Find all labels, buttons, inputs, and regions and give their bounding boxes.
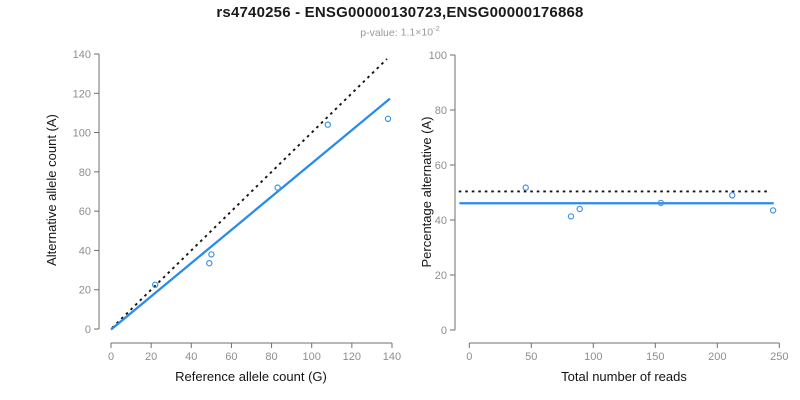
y-tick-label: 80 [79, 167, 91, 179]
pvalue-base: 1.1×10 [400, 26, 434, 39]
x-axis-title: Reference allele count (G) [175, 369, 327, 384]
x-tick-label: 40 [185, 351, 197, 363]
y-axis-title: Percentage alternative (A) [419, 116, 434, 267]
x-tick-label: 100 [303, 351, 321, 363]
x-tick-label: 50 [525, 351, 537, 363]
right-scatter-plot: 0 50 100 150 200 250 0 20 40 60 80 100 Total number … [419, 50, 788, 384]
data-point [208, 251, 215, 258]
figure-title: rs4740256 - ENSG00000130723,ENSG00000176… [216, 4, 584, 21]
pvalue-label: p-value: [360, 26, 398, 39]
y-tick-label: 40 [79, 245, 91, 257]
data-point [729, 192, 736, 199]
data-point [384, 115, 392, 123]
identity-line [111, 58, 388, 329]
data-point [151, 281, 159, 288]
y-tick-label: 80 [435, 105, 447, 117]
y-tick-label: 0 [85, 324, 91, 336]
x-tick-label: 150 [646, 351, 664, 363]
data-point [274, 184, 281, 191]
x-tick-label: 80 [265, 351, 277, 363]
x-tick-label: 200 [708, 351, 726, 363]
data-point [769, 207, 777, 214]
y-tick-label: 100 [73, 128, 91, 140]
x-axis-title: Total number of reads [561, 369, 687, 384]
y-tick-label: 20 [79, 285, 91, 297]
y-tick-label: 100 [429, 50, 447, 62]
y-tick-label: 140 [73, 49, 91, 61]
x-tick-label: 250 [770, 351, 788, 363]
y-tick-label: 40 [435, 215, 447, 227]
y-tick-label: 60 [435, 160, 447, 172]
data-point [657, 199, 665, 207]
data-point [567, 213, 575, 220]
y-tick-label: 120 [73, 88, 91, 100]
data-point [576, 205, 583, 213]
y-tick-label: 0 [441, 325, 447, 337]
x-tick-label: 120 [343, 351, 361, 363]
pvalue-exponent: -2 [433, 24, 440, 33]
x-tick-label: 20 [145, 351, 157, 363]
y-tick-label: 20 [435, 270, 447, 282]
data-point [522, 184, 529, 191]
figure-subtitle: p-value: 1.1×10-2 [0, 24, 800, 39]
data-point [206, 260, 213, 267]
left-scatter-plot: 0 20 40 60 80 100 120 140 0 20 40 60 80 100 120 140 Refe… [44, 49, 401, 384]
x-tick-label: 0 [108, 351, 114, 363]
regression-line [110, 97, 391, 331]
x-tick-label: 0 [466, 351, 472, 363]
y-axis-title: Alternative allele count (A) [44, 114, 59, 266]
y-tick-label: 60 [79, 206, 91, 218]
x-tick-label: 100 [584, 351, 602, 363]
x-tick-label: 140 [383, 351, 401, 363]
x-tick-label: 60 [225, 351, 237, 363]
data-point [324, 121, 331, 128]
